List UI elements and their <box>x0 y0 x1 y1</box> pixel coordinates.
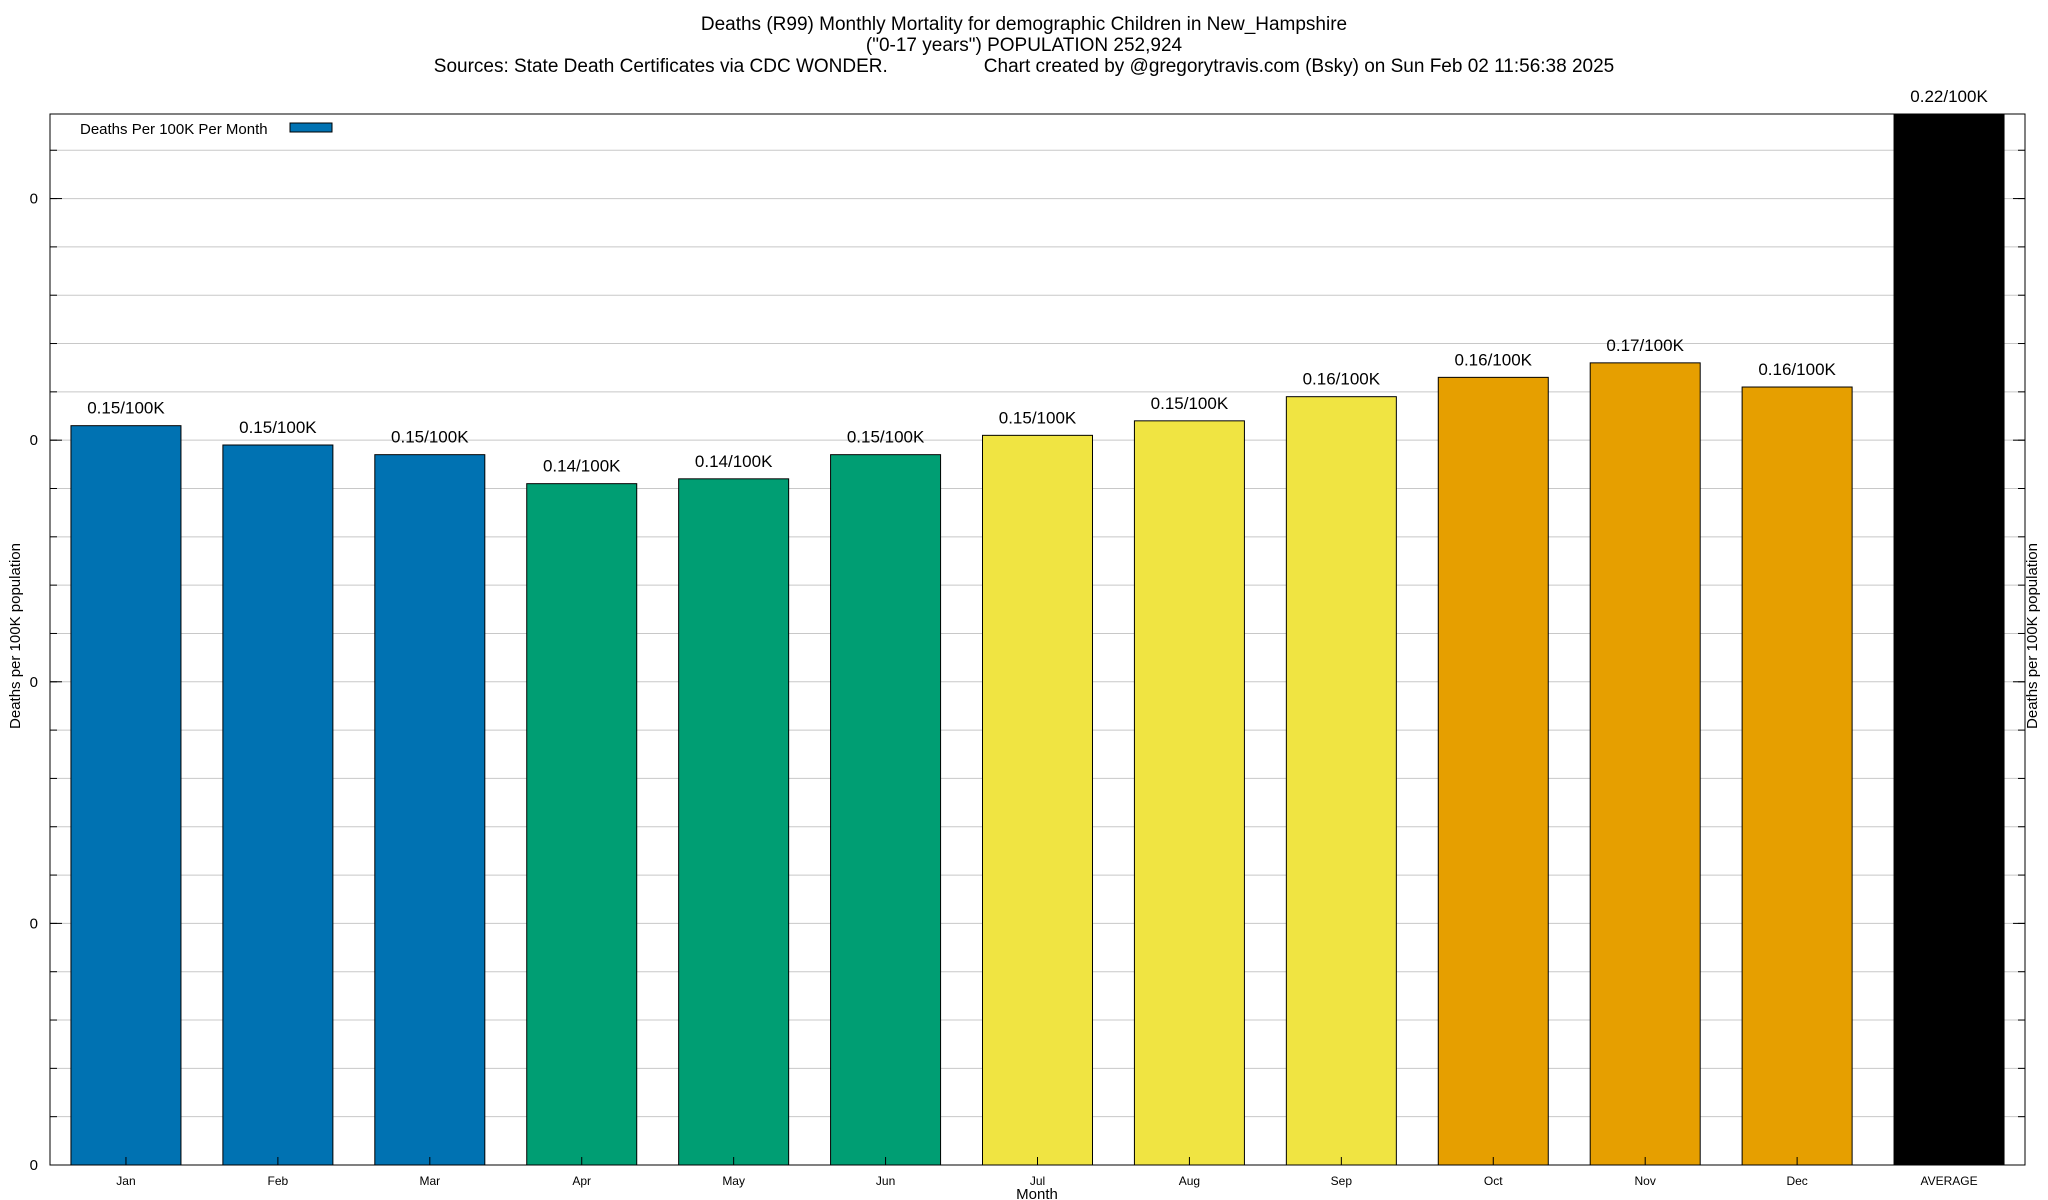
x-axis-title: Month <box>1016 1186 1058 1200</box>
bar <box>1893 113 2005 1166</box>
chart-title: Deaths (R99) Monthly Mortality for demog… <box>700 14 1348 35</box>
y-tick-label: 0 <box>30 191 38 208</box>
data-labels: 0.15/100K 0.15/100K 0.15/100K 0.14/100K 0.14… <box>87 87 1988 476</box>
y-tick-label: 0 <box>30 674 38 691</box>
bar-data-label: 0.15/100K <box>87 399 165 418</box>
bar <box>1589 362 1701 1166</box>
bar <box>222 444 334 1166</box>
bar <box>982 434 1093 1166</box>
bar <box>1133 420 1245 1166</box>
x-tick-label: Sep <box>1331 1174 1353 1188</box>
bars <box>70 113 2005 1166</box>
bar <box>526 483 638 1166</box>
bar <box>1741 386 1853 1166</box>
x-tick-label: Jul <box>1030 1174 1045 1188</box>
x-tick-label: Aug <box>1179 1174 1200 1188</box>
legend: Deaths Per 100K Per Month <box>80 121 333 138</box>
y-tick-label: 0 <box>30 1157 38 1174</box>
plot-frame <box>49 113 2026 1166</box>
legend-swatch <box>289 122 333 133</box>
bar-data-label: 0.16/100K <box>1455 350 1533 369</box>
x-tick-label: Feb <box>268 1174 289 1188</box>
y-tick-label: 0 <box>30 432 38 449</box>
bar-data-label: 0.15/100K <box>1151 394 1229 413</box>
bar-data-label: 0.17/100K <box>1606 336 1684 355</box>
bar <box>830 454 942 1166</box>
bar <box>678 478 790 1166</box>
chart-credit: Chart created by @gregorytravis.com (Bsk… <box>983 56 1615 77</box>
bar-data-label: 0.15/100K <box>239 418 317 437</box>
chart-source-line: Sources: State Death Certificates via CD… <box>0 56 2048 77</box>
x-tick-label: Oct <box>1484 1174 1503 1188</box>
bar-data-label: 0.22/100K <box>1910 87 1988 106</box>
x-tick-label: Jan <box>116 1174 135 1188</box>
y2-axis-title: Deaths per 100K population <box>2024 543 2041 729</box>
bar-data-label: 0.15/100K <box>847 428 925 447</box>
bar <box>374 454 486 1166</box>
bar-data-label: 0.14/100K <box>543 457 621 476</box>
x-tick-label: Nov <box>1635 1174 1656 1188</box>
bar-data-label: 0.15/100K <box>391 428 469 447</box>
bar-data-label: 0.14/100K <box>695 452 773 471</box>
bar-data-label: 0.15/100K <box>999 408 1077 427</box>
chart-subtitle: ("0-17 years") POPULATION 252,924 <box>865 35 1183 56</box>
bar-data-label: 0.16/100K <box>1303 370 1381 389</box>
x-tick-label: May <box>722 1174 745 1188</box>
y-tick-label: 0 <box>30 915 38 932</box>
bar <box>1285 396 1397 1166</box>
x-tick-label: Apr <box>572 1174 591 1188</box>
x-tick-label: AVERAGE <box>1920 1174 1977 1188</box>
bar <box>1437 376 1549 1166</box>
x-tick-label: Mar <box>419 1174 440 1188</box>
bar-data-label: 0.16/100K <box>1758 360 1836 379</box>
axes: 0 0 0 0 0 Jan Feb Mar Apr May Jun Jul Aug Sep Oct Nov De… <box>30 113 2026 1188</box>
chart-header: Deaths (R99) Monthly Mortality for demog… <box>0 14 2048 77</box>
bar <box>70 425 182 1166</box>
legend-label: Deaths Per 100K Per Month <box>80 121 268 138</box>
y-axis-title: Deaths per 100K population <box>7 543 24 729</box>
chart-sources: Sources: State Death Certificates via CD… <box>433 56 888 77</box>
x-tick-label: Dec <box>1786 1174 1807 1188</box>
x-tick-label: Jun <box>876 1174 895 1188</box>
